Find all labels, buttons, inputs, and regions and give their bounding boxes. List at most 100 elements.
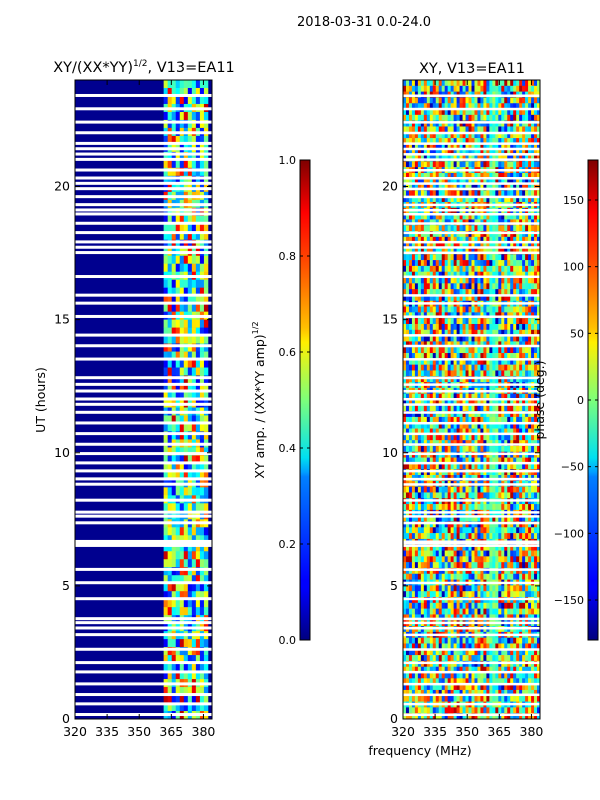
phase-cell bbox=[438, 271, 443, 278]
phase-cell bbox=[528, 515, 532, 522]
phase-cell bbox=[408, 486, 413, 493]
phase-cell bbox=[528, 172, 532, 180]
phase-cell bbox=[495, 277, 499, 284]
phase-cell bbox=[483, 126, 487, 133]
phase-cell bbox=[507, 283, 511, 290]
amplitude-gap bbox=[75, 221, 212, 225]
phase-cell bbox=[465, 236, 469, 243]
phase-cell bbox=[519, 289, 523, 296]
phase-cell bbox=[426, 440, 431, 447]
phase-cell bbox=[417, 364, 422, 371]
phase-cell bbox=[408, 399, 413, 406]
phase-cell bbox=[531, 283, 535, 290]
amplitude-cell bbox=[199, 135, 205, 145]
phase-cell bbox=[468, 405, 472, 412]
phase-cell bbox=[516, 283, 520, 290]
phase-cell bbox=[414, 196, 419, 203]
phase-cell bbox=[426, 393, 431, 400]
amplitude-cell bbox=[187, 295, 193, 304]
phase-cell bbox=[435, 370, 440, 377]
phase-cell bbox=[441, 149, 445, 156]
phase-cell bbox=[462, 132, 466, 139]
amplitude-cell bbox=[183, 295, 189, 304]
phase-cell bbox=[441, 445, 445, 453]
phase-cell bbox=[426, 283, 431, 290]
phase-cell bbox=[471, 80, 475, 87]
phase-cell bbox=[504, 289, 508, 296]
phase-cell bbox=[441, 248, 445, 255]
phase-cell bbox=[441, 556, 445, 563]
amplitude-cell bbox=[203, 703, 209, 712]
phase-cell bbox=[480, 353, 484, 360]
phase-cell bbox=[480, 486, 484, 493]
phase-cell bbox=[528, 440, 532, 447]
phase-cell bbox=[465, 85, 469, 92]
phase-cell bbox=[534, 463, 538, 470]
phase-cell bbox=[438, 428, 443, 435]
phase-cell bbox=[414, 271, 419, 278]
amplitude-cell bbox=[187, 663, 193, 672]
phase-cell bbox=[495, 80, 499, 87]
phase-cell bbox=[417, 184, 422, 191]
phase-cell bbox=[522, 399, 526, 406]
phase-cell bbox=[507, 527, 511, 534]
phase-cell bbox=[426, 445, 431, 453]
phase-cell bbox=[522, 323, 526, 331]
phase-cell bbox=[423, 463, 428, 470]
amplitude-cell bbox=[175, 703, 181, 712]
phase-cell bbox=[426, 103, 431, 110]
amplitude-cell bbox=[195, 671, 201, 680]
phase-cell bbox=[483, 242, 487, 249]
phase-cell bbox=[447, 126, 451, 133]
phase-cell bbox=[471, 114, 475, 121]
phase-cell bbox=[525, 178, 529, 185]
phase-cell bbox=[504, 80, 508, 87]
phase-cell bbox=[420, 271, 425, 278]
phase-cell bbox=[504, 231, 508, 238]
phase-cell bbox=[507, 405, 511, 412]
phase-cell bbox=[432, 289, 437, 296]
phase-cell bbox=[429, 358, 434, 365]
phase-cell bbox=[483, 445, 487, 453]
phase-cell bbox=[411, 445, 416, 453]
phase-cell bbox=[531, 428, 535, 435]
phase-cell bbox=[405, 254, 410, 261]
amplitude-cell bbox=[195, 551, 201, 560]
amplitude-cell bbox=[203, 287, 209, 296]
phase-cell bbox=[477, 85, 481, 92]
phase-cell bbox=[522, 265, 526, 272]
phase-cell bbox=[465, 178, 469, 185]
phase-cell bbox=[501, 149, 505, 156]
amplitude-cell bbox=[187, 287, 193, 296]
amplitude-cell bbox=[179, 287, 185, 296]
phase-cell bbox=[516, 353, 520, 360]
phase-cell bbox=[516, 149, 520, 156]
phase-cell bbox=[471, 231, 475, 238]
amplitude-cell bbox=[167, 423, 173, 432]
phase-cell bbox=[498, 376, 502, 383]
phase-cell bbox=[507, 114, 511, 121]
phase-cell bbox=[525, 283, 529, 290]
phase-cell bbox=[525, 196, 529, 203]
phase-cell bbox=[501, 109, 505, 116]
phase-cell bbox=[489, 265, 493, 272]
phase-cell bbox=[513, 533, 517, 540]
phase-cell bbox=[459, 323, 463, 331]
phase-cell bbox=[468, 486, 472, 493]
phase-cell bbox=[528, 364, 532, 371]
y-tick-label: 0 bbox=[62, 711, 70, 726]
phase-cell bbox=[417, 161, 422, 168]
phase-cell bbox=[492, 190, 496, 197]
phase-cell bbox=[453, 138, 457, 145]
phase-cell bbox=[519, 242, 523, 249]
phase-cell bbox=[528, 277, 532, 284]
phase-cell bbox=[480, 149, 484, 156]
phase-cell bbox=[489, 376, 493, 383]
phase-cell bbox=[519, 225, 523, 232]
phase-cell bbox=[483, 428, 487, 435]
phase-cell bbox=[492, 329, 496, 336]
amplitude-cell bbox=[203, 567, 209, 576]
phase-cell bbox=[534, 172, 538, 180]
amplitude-cell bbox=[191, 255, 197, 265]
phase-cell bbox=[435, 358, 440, 365]
